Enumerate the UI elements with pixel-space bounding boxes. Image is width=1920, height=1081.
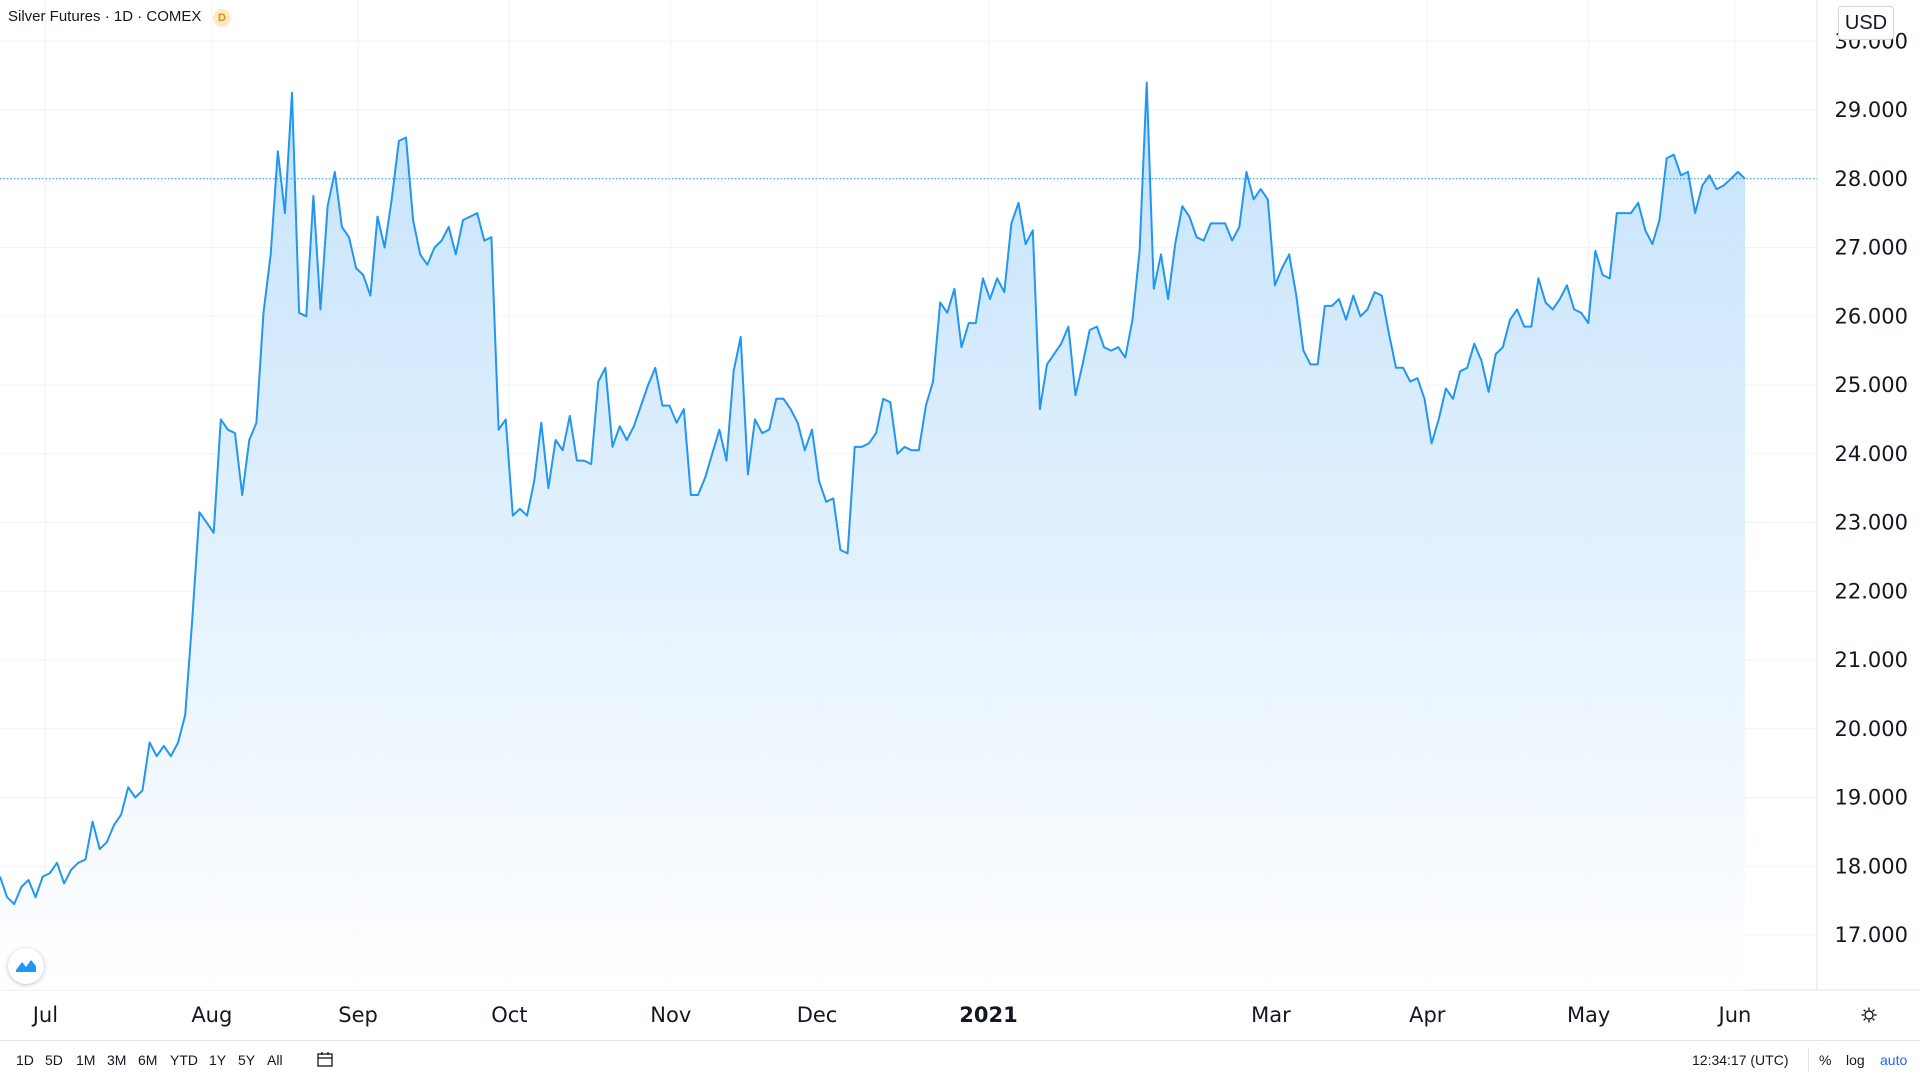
range-button-all[interactable]: All	[267, 1052, 283, 1068]
time-tick-label: Aug	[191, 1003, 232, 1027]
price-tick-label: 29.000	[1835, 98, 1908, 122]
scale-option-percent[interactable]: %	[1819, 1052, 1832, 1068]
logo-glyph	[16, 960, 36, 972]
price-tick-label: 21.000	[1835, 648, 1908, 672]
range-button-1y[interactable]: 1Y	[209, 1052, 227, 1068]
scale-option-log[interactable]: log	[1846, 1052, 1865, 1068]
time-tick-label: Sep	[338, 1003, 378, 1027]
time-axis: Jul Aug Sep Oct Nov Dec 2021 Mar Apr May Jun	[31, 1003, 1752, 1027]
price-tick-label: 22.000	[1835, 579, 1908, 603]
price-tick-label: 25.000	[1835, 373, 1908, 397]
bottom-toolbar	[0, 1040, 1920, 1081]
time-tick-label: Jun	[1717, 1003, 1752, 1027]
tradingview-logo-icon[interactable]	[8, 948, 44, 984]
price-tick-label: 19.000	[1835, 786, 1908, 810]
range-button-1d[interactable]: 1D	[16, 1052, 34, 1068]
currency-button[interactable]: USD	[1838, 6, 1894, 40]
range-button-ytd[interactable]: YTD	[170, 1052, 198, 1068]
range-button-3m[interactable]: 3M	[107, 1052, 127, 1068]
toolbar-divider	[1808, 1048, 1809, 1072]
price-tick-label: 17.000	[1835, 923, 1908, 947]
price-line	[0, 81, 1746, 906]
range-button-5d[interactable]: 5D	[45, 1052, 63, 1068]
symbol-title[interactable]: Silver Futures · 1D · COMEX	[8, 8, 202, 25]
time-tick-label: Nov	[650, 1003, 691, 1027]
utc-clock[interactable]: 12:34:17 (UTC)	[1692, 1052, 1789, 1068]
price-tick-label: 28.000	[1835, 167, 1908, 191]
price-tick-label: 27.000	[1835, 236, 1908, 260]
price-tick-label: 26.000	[1835, 304, 1908, 328]
price-tick-label: 20.000	[1835, 717, 1908, 741]
range-button-6m[interactable]: 6M	[138, 1052, 158, 1068]
time-tick-label: Mar	[1251, 1003, 1291, 1027]
scale-option-auto[interactable]: auto	[1880, 1052, 1908, 1068]
time-tick-label: Jul	[31, 1003, 58, 1027]
time-tick-label: Apr	[1409, 1003, 1446, 1027]
time-tick-label: 2021	[959, 1003, 1017, 1027]
delay-badge: D	[213, 9, 231, 27]
calendar-range-icon[interactable]	[316, 1051, 334, 1069]
price-tick-label: 23.000	[1835, 511, 1908, 535]
time-tick-label: Oct	[491, 1003, 527, 1027]
time-tick-label: Dec	[797, 1003, 838, 1027]
price-area	[0, 82, 1745, 990]
gear-icon[interactable]	[1860, 1006, 1878, 1024]
price-chart[interactable]: 30.00029.00028.00027.00026.00025.00024.0…	[0, 0, 1920, 1040]
range-button-5y[interactable]: 5Y	[238, 1052, 256, 1068]
price-tick-label: 18.000	[1835, 854, 1908, 878]
time-tick-label: May	[1567, 1003, 1610, 1027]
price-tick-label: 24.000	[1835, 442, 1908, 466]
price-axis: 30.00029.00028.00027.00026.00025.00024.0…	[1835, 29, 1908, 947]
range-button-1m[interactable]: 1M	[76, 1052, 96, 1068]
